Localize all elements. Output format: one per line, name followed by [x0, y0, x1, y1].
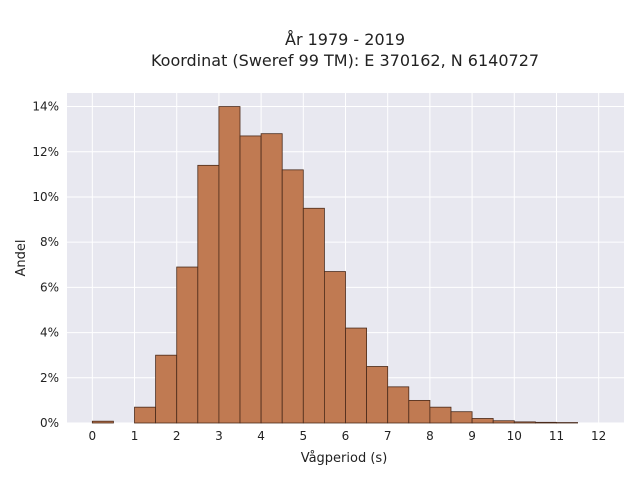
- histogram-bar: [239, 135, 262, 424]
- x-tick-label: 5: [299, 429, 307, 443]
- histogram-bars: [91, 106, 578, 424]
- x-tick-label: 0: [88, 429, 96, 443]
- y-tick-label: 4%: [40, 326, 59, 340]
- histogram-bar: [155, 354, 178, 424]
- x-tick-label: 12: [591, 429, 606, 443]
- histogram-bar: [534, 421, 557, 424]
- histogram-bar: [197, 164, 220, 424]
- x-axis-label: Vågperiod (s): [301, 451, 388, 466]
- x-tick-label: 2: [173, 429, 181, 443]
- histogram-bar: [387, 386, 410, 424]
- x-tick-label: 8: [426, 429, 434, 443]
- histogram-bar: [492, 420, 515, 424]
- x-tick-label: 1: [131, 429, 139, 443]
- histogram-bar: [429, 406, 452, 424]
- histogram-bar: [450, 411, 473, 424]
- y-axis-ticks: 0% 2% 4% 6% 8% 10% 12% 14%: [32, 100, 59, 430]
- y-tick-label: 14%: [32, 100, 59, 114]
- y-tick-label: 12%: [32, 145, 59, 159]
- histogram-bar: [260, 133, 283, 424]
- chart-subtitle: Koordinat (Sweref 99 TM): E 370162, N 61…: [151, 51, 539, 70]
- histogram-bar: [218, 106, 241, 424]
- histogram-bar: [176, 266, 199, 424]
- x-tick-label: 4: [257, 429, 265, 443]
- histogram-bar: [302, 207, 325, 424]
- chart-title: År 1979 - 2019: [285, 30, 405, 49]
- histogram-bar: [471, 418, 494, 424]
- y-tick-label: 10%: [32, 190, 59, 204]
- y-axis-label: Andel: [14, 240, 29, 277]
- x-tick-label: 10: [507, 429, 522, 443]
- histogram-bar: [134, 406, 157, 424]
- x-tick-label: 11: [549, 429, 564, 443]
- histogram-bar: [366, 366, 389, 424]
- histogram-bar: [281, 169, 304, 424]
- histogram-bar: [91, 420, 114, 424]
- y-tick-label: 6%: [40, 280, 59, 294]
- x-tick-label: 6: [342, 429, 350, 443]
- x-tick-label: 3: [215, 429, 223, 443]
- histogram-bar: [513, 421, 536, 424]
- y-tick-label: 0%: [40, 416, 59, 430]
- x-tick-label: 9: [468, 429, 476, 443]
- y-tick-label: 8%: [40, 235, 59, 249]
- histogram-bar: [345, 327, 367, 424]
- x-axis-ticks: 0 1 2 3 4 5 6 7 8 9 10 11 12: [88, 429, 606, 443]
- histogram-bar: [324, 271, 346, 424]
- x-tick-label: 7: [384, 429, 392, 443]
- histogram-bar: [408, 399, 431, 424]
- y-tick-label: 2%: [40, 371, 59, 385]
